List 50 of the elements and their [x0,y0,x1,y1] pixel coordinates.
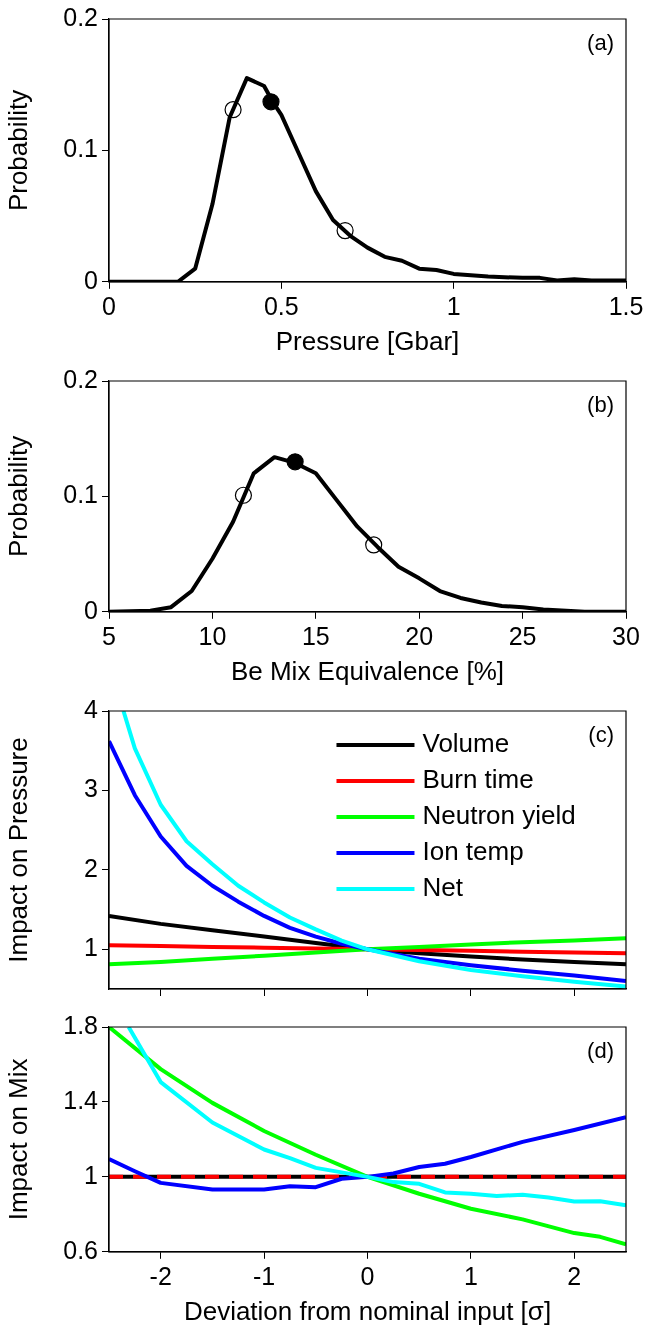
x-tick-label: 0 [360,1261,375,1290]
annotation: (a) [587,30,614,56]
y-tick-label: 1.8 [63,1010,98,1039]
annotation: (b) [587,392,614,418]
x-tick-label: 1 [463,1261,478,1290]
point [286,453,304,471]
y-tick-label: 1.4 [63,1085,99,1114]
y-axis-title: Impact on Mix [2,1058,33,1221]
point [224,101,242,119]
x-tick-label: -1 [252,1261,276,1290]
y-tick-label: 4 [84,694,99,723]
annotation: (c) [588,722,614,748]
x-tick-label: 5 [102,621,116,650]
y-tick-label: 0.2 [63,2,98,31]
y-tick-label: 0 [84,265,98,294]
y-tick-label: 1 [84,933,98,962]
point [365,536,383,554]
legend-label: Net [422,872,464,903]
x-tick-label: 20 [405,621,434,650]
x-tick-label: 25 [508,621,537,650]
x-tick-label: 2 [567,1261,582,1290]
legend-label: Volume [422,728,510,759]
y-tick-label: 0 [84,595,98,624]
x-tick-label: 1 [446,291,461,320]
x-axis-title: Be Mix Equivalence [%] [230,655,505,686]
y-tick-label: 0.1 [63,134,98,163]
point [336,221,354,240]
legend-label: Neutron yield [422,800,576,831]
x-tick-label: 15 [301,621,330,650]
legend-label: Burn time [422,764,534,795]
x-tick-label: 1.5 [608,291,644,320]
legend-label: Ion temp [422,836,524,867]
y-tick-label: 0.2 [63,364,98,393]
x-tick-label: 10 [198,621,227,650]
point [234,486,253,504]
y-axis-title: Probability [2,435,33,558]
y-tick-label: 1 [84,1160,98,1189]
point [262,93,280,111]
x-tick-label: 30 [612,621,640,650]
y-axis-title: Probability [2,89,33,212]
y-tick-label: 0.1 [63,480,98,509]
x-axis-title: Pressure [Gbar] [275,325,460,356]
x-axis-title: Deviation from nominal input [σ] [183,1295,552,1326]
y-tick-label: 3 [84,774,98,803]
x-tick-label: 0.5 [263,291,299,320]
y-tick-label: 0.6 [63,1235,98,1264]
annotation: (d) [587,1038,614,1064]
y-tick-label: 2 [84,853,98,882]
y-axis-title: Impact on Pressure [2,737,33,963]
x-tick-label: -2 [149,1261,172,1290]
